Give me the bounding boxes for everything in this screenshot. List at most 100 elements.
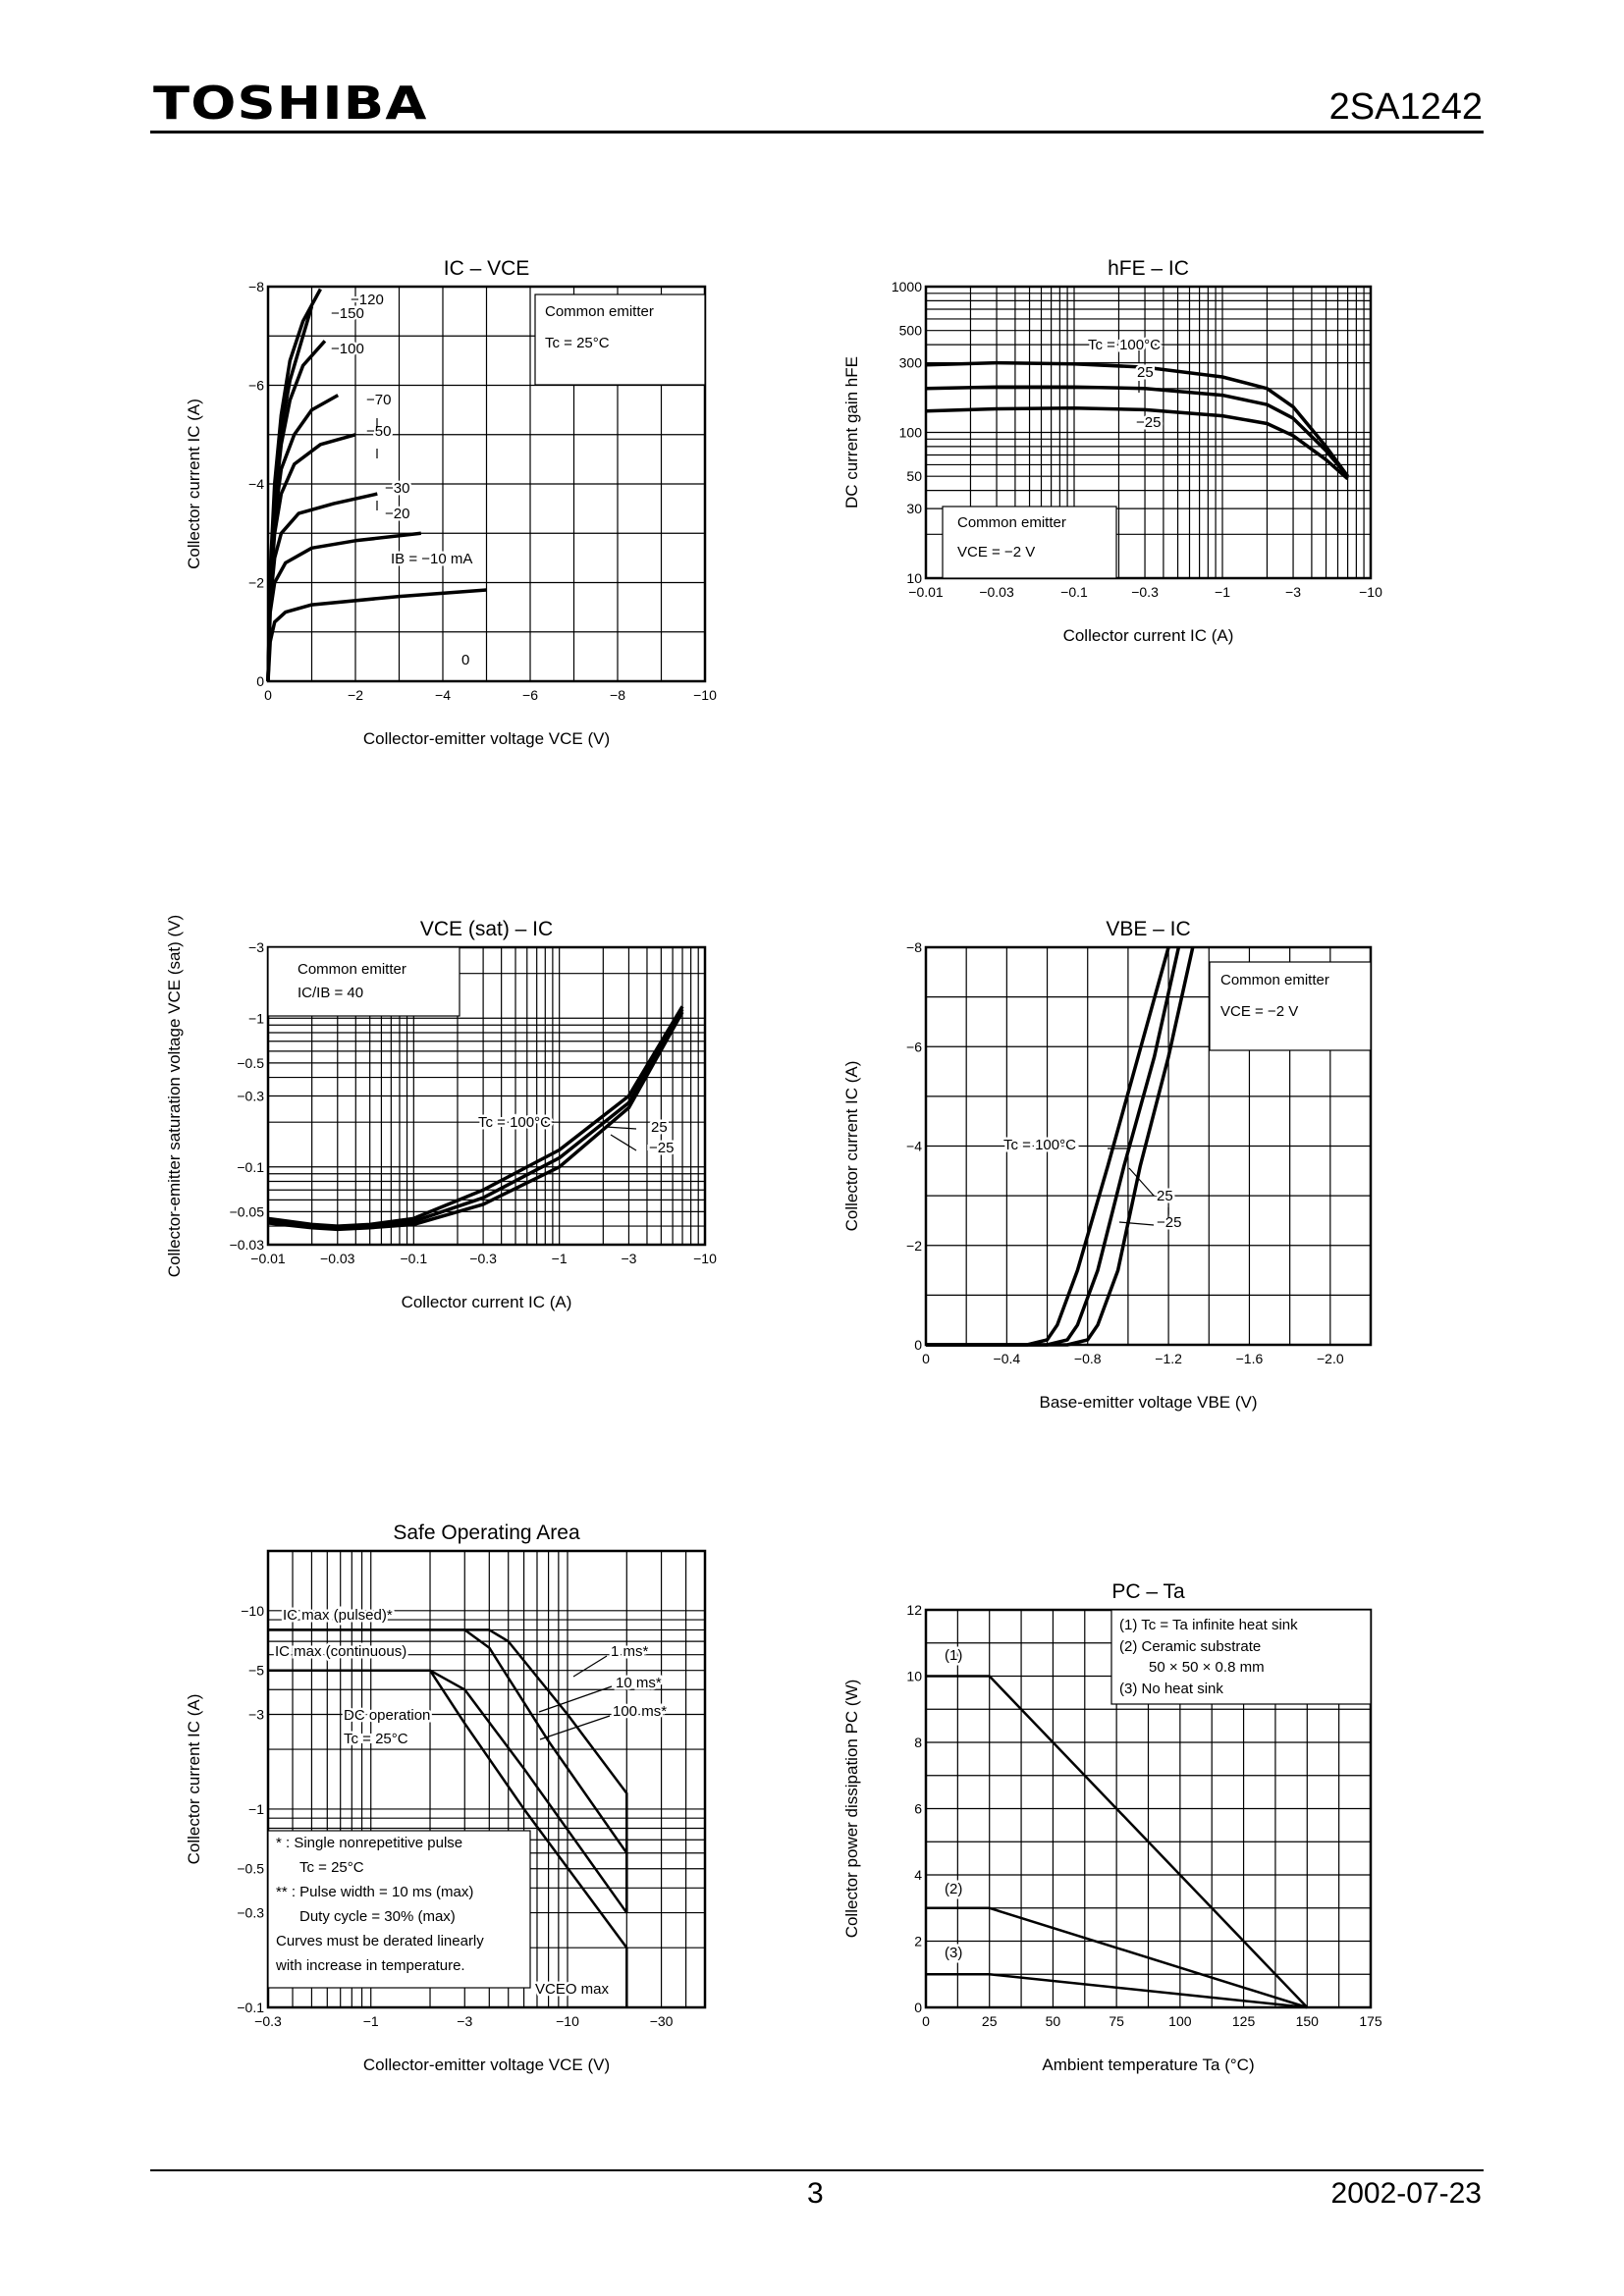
series-line [926, 1906, 1308, 2009]
y-tick-label: 6 [914, 1801, 922, 1817]
legend-entry: 50 × 50 × 0.8 mm [1149, 1659, 1265, 1676]
chart-title: PC – Ta [1111, 1580, 1185, 1603]
chart-ic_vce: 0 −2 −4 −6 −8 −100−2−4−6−8IC – VCECollector-e… [185, 257, 717, 748]
y-tick-label: −5 [248, 1663, 264, 1679]
chart-soa: −0.3 −1 −3 −10 −30−0.1−0.3−0.5−1−3−5−10Safe … [185, 1522, 707, 2074]
plot-frame [924, 285, 1373, 580]
chart-vbe_ic: 0 −0.4 −0.8 −1.2 −1.6 −2.0 0 −2 −4 −6 −8 VBE – IC Ba… [842, 918, 1373, 1412]
annotation-label: −25 [649, 1140, 674, 1156]
x-tick-label: −0.01 [908, 584, 944, 600]
y-tick-label: −0.5 [237, 1055, 264, 1071]
series-line [925, 405, 1349, 481]
y-tick-label: −8 [248, 279, 264, 294]
legend-box [942, 506, 1117, 579]
legend-box [267, 946, 460, 1017]
header-rule [150, 131, 1484, 133]
note-line: ** : Pulse width = 10 ms (max) [276, 1884, 473, 1900]
x-tick-label: 150 [1296, 2013, 1320, 2029]
annotation-label: IC max (pulsed)* [283, 1607, 393, 1624]
x-tick-label: 25 [982, 2013, 998, 2029]
legend-entry: Tc = 25°C [545, 335, 610, 351]
y-tick-label: −0.03 [230, 1237, 265, 1253]
x-tick-label: −30 [650, 2013, 674, 2029]
document-date: 2002-07-23 [1330, 2177, 1482, 2210]
y-tick-label: −0.5 [237, 1861, 264, 1877]
y-tick-label: −0.1 [237, 1159, 264, 1175]
toshiba-logo: TOSHIBA [153, 77, 428, 130]
x-tick-label: −4 [435, 687, 451, 703]
y-tick-label: −10 [241, 1603, 264, 1619]
annotation-label: VCEO max [535, 1981, 610, 1998]
y-axis-label: Collector-emitter saturation voltage VCE… [165, 915, 184, 1277]
annotation-label: 10 ms* [616, 1675, 662, 1691]
tick-labels: −0.3 −1 −3 −10 −30−0.1−0.3−0.5−1−3−5−10 [237, 1603, 673, 2029]
x-tick-label: 50 [1046, 2013, 1061, 2029]
chart-title: IC – VCE [444, 257, 530, 280]
annotation-label: 25 [1157, 1188, 1173, 1204]
chart-vcesat_ic: −0.01 −0.03 −0.1 −0.3 −1 −3 −10−0.03−0.05−0.1−… [165, 915, 717, 1311]
y-tick-label: 100 [899, 425, 923, 441]
leader-line [539, 1715, 611, 1740]
annotation-label: IC max (continuous) [275, 1643, 406, 1660]
series-line [267, 1011, 684, 1232]
x-tick-label: 175 [1359, 2013, 1382, 2029]
annotation-label: (3) [945, 1945, 962, 1961]
x-tick-label: −0.03 [979, 584, 1014, 600]
annotation-label: 0 [461, 652, 469, 668]
y-tick-label: −2 [906, 1238, 922, 1254]
leader-line [610, 1134, 637, 1151]
legend-entry: Common emitter [1220, 972, 1329, 988]
part-number: 2SA1242 [1328, 86, 1483, 128]
annotation-label: −120 [351, 292, 384, 308]
x-axis-label: Collector-emitter voltage VCE (V) [363, 2056, 610, 2074]
x-tick-label: −10 [693, 687, 717, 703]
notes-box [267, 1830, 531, 1989]
y-tick-label: 50 [906, 468, 922, 484]
y-axis-label: Collector current IC (A) [185, 1694, 203, 1865]
annotation-label: 25 [651, 1119, 668, 1136]
series-line [266, 588, 487, 682]
annotation-label: 100 ms* [613, 1703, 667, 1720]
legend-box [1209, 961, 1372, 1051]
annotation-label: Tc = 25°C [344, 1731, 408, 1747]
x-axis-label: Base-emitter voltage VBE (V) [1039, 1393, 1257, 1412]
y-tick-label: 300 [899, 355, 923, 371]
leader-line [572, 1655, 608, 1678]
y-tick-label: −3 [248, 939, 264, 955]
legend-entry: IC/IB = 40 [298, 985, 363, 1001]
x-tick-label: 0 [922, 1351, 930, 1366]
y-axis-label: Collector current IC (A) [185, 399, 203, 569]
y-tick-label: 1000 [892, 279, 922, 294]
x-tick-label: −1 [1215, 584, 1230, 600]
x-tick-label: −8 [610, 687, 625, 703]
y-tick-label: 4 [914, 1867, 922, 1883]
annotation-label: 1 ms* [611, 1643, 649, 1660]
plot-frame [924, 945, 1373, 1347]
y-tick-label: −0.3 [237, 1905, 264, 1921]
y-tick-label: 12 [906, 1602, 922, 1618]
y-axis-label: Collector current IC (A) [842, 1061, 861, 1232]
series-line [266, 492, 378, 682]
tick-labels: −0.01 −0.03 −0.1 −0.3 −1 −3 −10−0.03−0.05−0.1−… [230, 939, 718, 1266]
x-axis-label: Collector current IC (A) [402, 1293, 572, 1311]
annotation-label: −25 [1136, 414, 1161, 431]
x-tick-label: −1 [552, 1251, 568, 1266]
note-line: Tc = 25°C [299, 1859, 364, 1876]
y-axis-label: DC current gain hFE [842, 356, 861, 508]
y-tick-label: 0 [256, 673, 264, 689]
leader-line [605, 1126, 637, 1130]
annotation-label: Tc = 100°C [478, 1114, 551, 1131]
plot-frame [266, 1549, 707, 2009]
chart-pc_ta: 0 25 50 75 100 125 150 175 0 2 4 6 8 10 12 PC – Ta Ambie… [842, 1580, 1382, 2074]
x-tick-label: −2 [348, 687, 363, 703]
plot-frame [266, 285, 707, 683]
y-tick-label: 10 [906, 570, 922, 586]
x-tick-label: −0.03 [320, 1251, 355, 1266]
annotation-label: IB = −10 mA [391, 551, 472, 567]
annotation-label: (1) [945, 1647, 962, 1664]
x-tick-label: −3 [1285, 584, 1301, 600]
y-tick-label: −0.05 [230, 1203, 265, 1219]
series-line [266, 531, 421, 682]
footer-rule [150, 2169, 1484, 2171]
